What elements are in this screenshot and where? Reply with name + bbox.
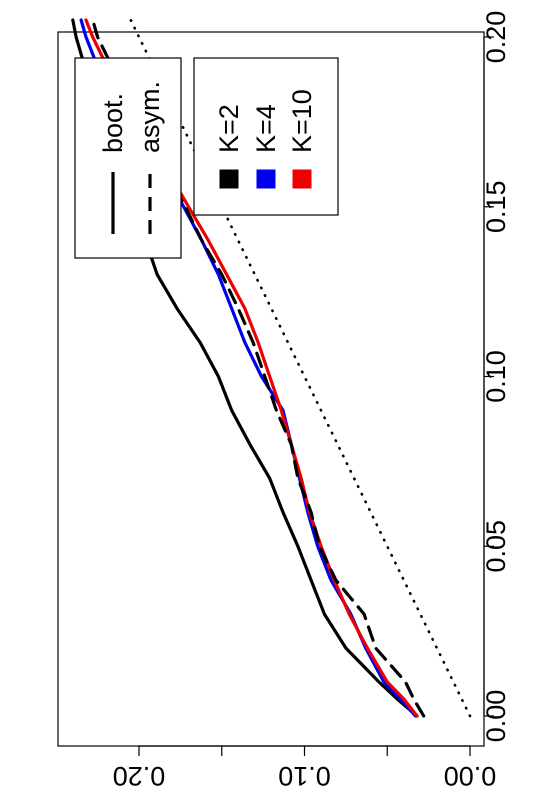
legend-line-box: [74, 57, 182, 259]
y-axis: 0.00 0.10 0.20: [113, 745, 497, 791]
x-tick-label: 0.15: [481, 180, 511, 233]
legend-line-style: boot. asym.: [74, 57, 182, 259]
legend-label: K=10: [287, 89, 317, 153]
x-tick-label: 0.10: [481, 350, 511, 403]
y-tick-label: 0.20: [113, 761, 166, 791]
legend-label: boot.: [98, 93, 128, 153]
legend-k-values: K=2 K=4 K=10: [193, 57, 339, 216]
x-axis: 0.00 0.05 0.10 0.15 0.20: [481, 11, 511, 743]
reference-diagonal: [129, 18, 472, 718]
legend-k-box: [193, 57, 339, 216]
legend-swatch-k10: [292, 169, 312, 189]
legend-label: asym.: [135, 81, 165, 153]
legend-swatch-k2: [219, 169, 239, 189]
legend-swatch-k4: [256, 169, 276, 189]
x-tick-label: 0.05: [481, 520, 511, 573]
legend-label: K=2: [214, 104, 244, 153]
x-tick-label: 0.00: [481, 690, 511, 743]
reference-dotted-line: [129, 18, 472, 718]
legend-label: K=4: [251, 104, 281, 153]
y-tick-label: 0.10: [278, 761, 331, 791]
y-tick-label: 0.00: [444, 761, 497, 791]
x-tick-label: 0.20: [481, 11, 511, 64]
